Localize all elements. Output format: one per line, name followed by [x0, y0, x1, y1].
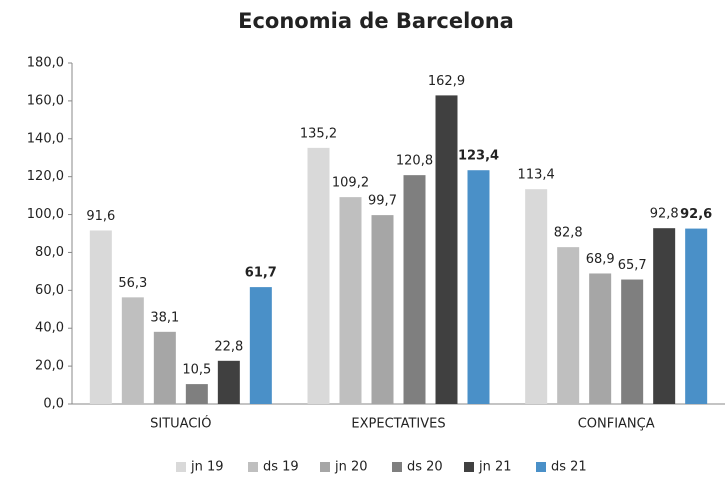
data-label: 91,6 [86, 209, 115, 224]
bar [371, 215, 394, 404]
data-label: 162,9 [428, 74, 465, 89]
y-tick-label: 180,0 [27, 56, 64, 71]
y-tick-label: 140,0 [27, 131, 64, 146]
legend-label: ds 20 [407, 460, 443, 475]
data-label: 99,7 [368, 194, 397, 209]
bar [525, 189, 548, 404]
bar [589, 273, 612, 404]
data-label: 120,8 [396, 154, 433, 169]
bar [89, 230, 112, 404]
bar [185, 384, 208, 404]
data-label: 68,9 [586, 252, 615, 267]
bar [339, 197, 362, 404]
legend-swatch [176, 462, 186, 472]
bar [121, 297, 144, 404]
x-tick-label: CONFIANÇA [578, 417, 655, 432]
data-label: 92,6 [680, 207, 712, 222]
data-label: 82,8 [554, 226, 583, 241]
data-label: 123,4 [458, 149, 499, 164]
legend-swatch [464, 462, 474, 472]
y-tick-label: 160,0 [27, 93, 64, 108]
bar [685, 228, 708, 404]
data-label: 61,7 [245, 266, 277, 281]
legend-label: ds 21 [551, 460, 587, 475]
legend-label: jn 21 [478, 460, 512, 475]
legend-label: jn 19 [190, 460, 224, 475]
x-tick-label: EXPECTATIVES [351, 417, 445, 432]
bar [217, 360, 240, 404]
x-tick-label: SITUACIÓ [150, 416, 211, 432]
legend-swatch [392, 462, 402, 472]
data-label: 22,8 [214, 339, 243, 354]
legend-label: jn 20 [334, 460, 368, 475]
data-label: 135,2 [300, 126, 337, 141]
y-tick-label: 0,0 [43, 397, 64, 412]
bar [153, 331, 176, 404]
data-label: 10,5 [182, 363, 211, 378]
y-tick-label: 60,0 [35, 283, 64, 298]
y-tick-label: 40,0 [35, 321, 64, 336]
y-tick-label: 100,0 [27, 207, 64, 222]
bar [403, 175, 426, 404]
data-label: 113,4 [518, 168, 555, 183]
legend-swatch [248, 462, 258, 472]
y-tick-label: 20,0 [35, 359, 64, 374]
bar [653, 228, 676, 404]
data-label: 38,1 [150, 310, 179, 325]
y-tick-label: 120,0 [27, 169, 64, 184]
bar [435, 95, 458, 405]
data-label: 56,3 [118, 276, 147, 291]
data-label: 109,2 [332, 176, 369, 191]
bar [467, 170, 490, 404]
y-tick-label: 80,0 [35, 245, 64, 260]
bar [307, 147, 330, 405]
bar [557, 247, 580, 404]
data-label: 92,8 [650, 207, 679, 222]
legend-label: ds 19 [263, 460, 299, 475]
legend-swatch [536, 462, 546, 472]
legend-swatch [320, 462, 330, 472]
chart-title: Economia de Barcelona [238, 9, 514, 33]
bar [621, 279, 644, 404]
bar [249, 287, 272, 404]
data-label: 65,7 [618, 258, 647, 273]
